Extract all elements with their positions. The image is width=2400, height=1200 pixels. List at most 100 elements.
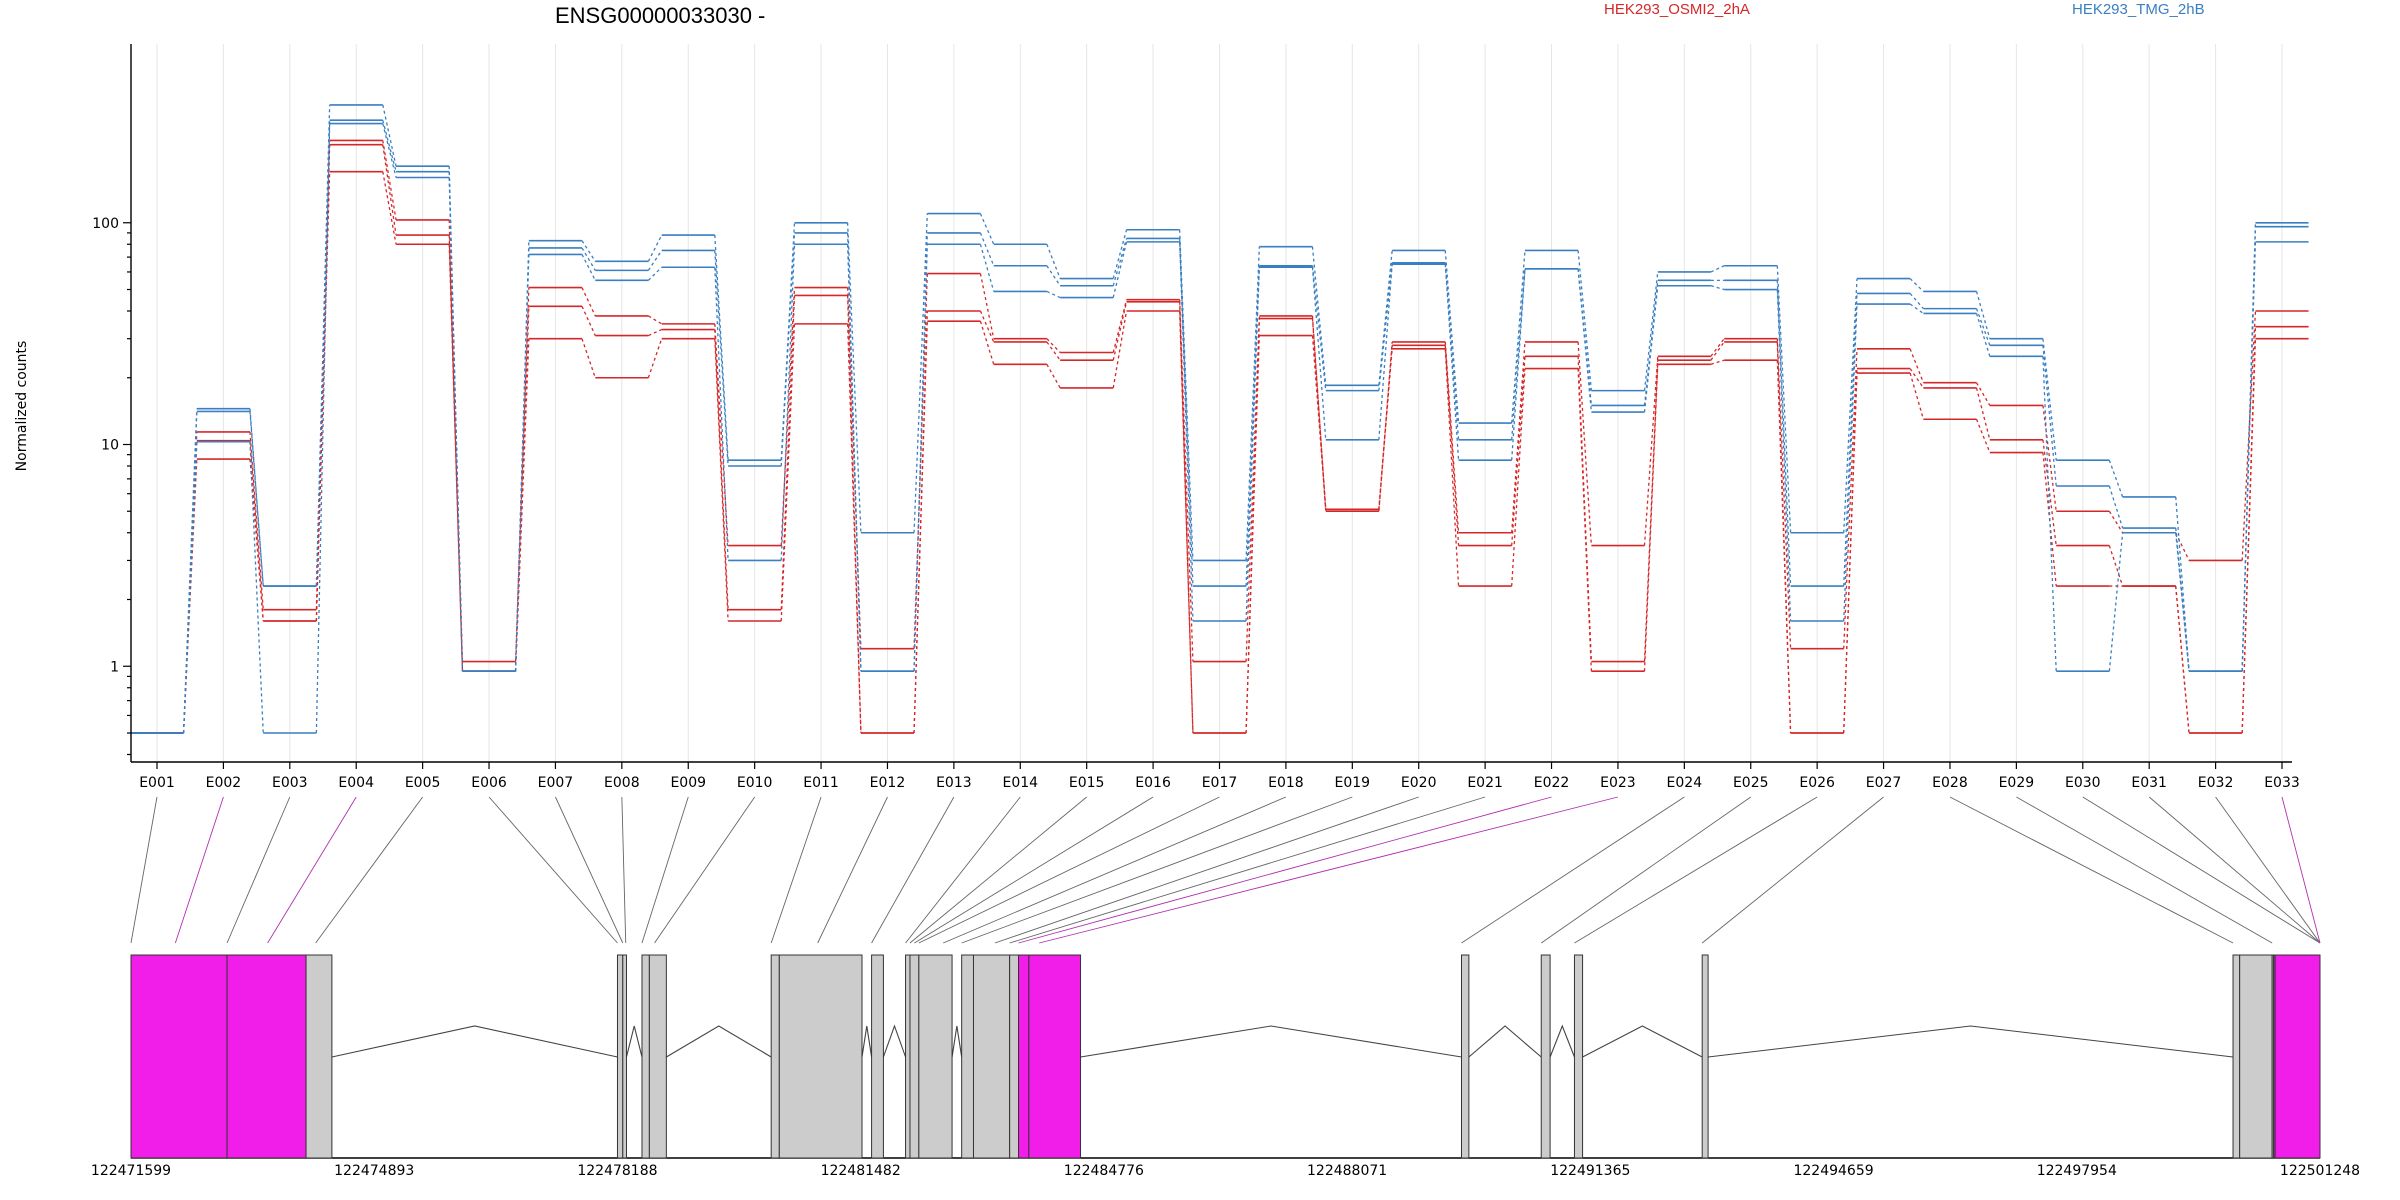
- x-tick-label: E002: [206, 775, 242, 791]
- exon-box: [641, 954, 650, 1159]
- series-transition: [714, 329, 729, 610]
- exon-connector-line: [621, 796, 627, 944]
- series-transition: [780, 287, 796, 546]
- x-tick-label: E016: [1135, 775, 1171, 791]
- series-transition: [581, 306, 596, 336]
- genome-coordinate-label: 122488071: [1307, 1163, 1387, 1179]
- series-transition: [2108, 545, 2124, 587]
- series-transition: [514, 287, 530, 662]
- series-transition: [1511, 268, 1526, 440]
- series-transition: [1511, 268, 1526, 461]
- exon-connector-line: [918, 796, 1220, 944]
- series-transition: [913, 244, 928, 672]
- y-tick-label: 1: [110, 659, 119, 675]
- series-transition: [581, 240, 596, 262]
- genome-coordinate-label: 122471599: [91, 1163, 171, 1179]
- series-transition: [1179, 238, 1194, 587]
- series-transition: [1511, 250, 1526, 424]
- series-transition: [1046, 290, 1061, 299]
- series-transition: [1179, 299, 1194, 662]
- x-tick-label: E027: [1866, 775, 1902, 791]
- exon-connector-line: [914, 796, 1154, 944]
- exon-box: [918, 954, 953, 1159]
- series-transition: [979, 273, 995, 339]
- series-transition: [714, 235, 729, 461]
- series-transition: [1843, 293, 1858, 587]
- series-transition: [714, 267, 729, 561]
- genome-coordinate-label: 122494659: [1793, 1163, 1873, 1179]
- series-transition: [647, 234, 663, 262]
- series-transition: [1643, 356, 1659, 546]
- exon-connector-line: [226, 796, 291, 944]
- exon-connector-line: [1540, 796, 1752, 944]
- series-transition: [1179, 241, 1194, 622]
- series-transition: [1643, 360, 1659, 662]
- series-transition: [1311, 246, 1327, 386]
- series-transition: [1909, 372, 1925, 420]
- series-transition: [1975, 419, 1991, 453]
- x-tick-label: E017: [1202, 775, 1238, 791]
- x-tick-label: E013: [936, 775, 972, 791]
- series-transition: [2175, 585, 2190, 734]
- series-transition: [1909, 278, 1924, 292]
- series-transition: [382, 104, 397, 167]
- series-transition: [1311, 265, 1327, 391]
- gene-model: 122471599 122474893 122478188 122481482 1224…: [91, 954, 2360, 1179]
- series-transition: [1975, 382, 1991, 406]
- legend-label-tmg: HEK293_TMG_2hB: [2072, 1, 2205, 18]
- exon-box: [226, 954, 307, 1159]
- series-transition: [249, 431, 264, 610]
- exon-box: [1540, 954, 1551, 1159]
- genome-coordinate-label: 122481482: [821, 1163, 901, 1179]
- series-transition: [2175, 532, 2190, 672]
- intron-line: [951, 1025, 963, 1058]
- series-transition: [2175, 532, 2190, 561]
- exon-connector-line: [2148, 796, 2321, 944]
- x-tick-label: E006: [471, 775, 507, 791]
- exon-box: [972, 954, 1011, 1159]
- x-tick-label: E010: [737, 775, 773, 791]
- series-transition: [780, 232, 796, 467]
- exon-box: [1018, 954, 1030, 1159]
- series-transition: [979, 320, 995, 365]
- series-transition: [1776, 280, 1792, 587]
- series-transition: [1843, 373, 1858, 734]
- series-transition: [979, 244, 995, 292]
- intron-line: [861, 1025, 873, 1058]
- series-transition: [581, 338, 596, 378]
- exon-connector-line: [943, 796, 1287, 944]
- series-transition: [1643, 280, 1659, 406]
- series-transition: [1311, 318, 1327, 510]
- series-transition: [1909, 368, 1924, 389]
- series-transition: [2042, 345, 2057, 487]
- series-transition: [1444, 250, 1460, 424]
- y-axis-label: Normalized counts: [14, 341, 30, 472]
- series-transition: [913, 321, 928, 734]
- series-transition: [1179, 229, 1194, 561]
- series-transition: [648, 328, 662, 337]
- genome-coordinate-label: 122497954: [2037, 1163, 2117, 1179]
- series-transition: [249, 441, 264, 734]
- series-transition: [2241, 241, 2257, 672]
- exon-connector-line: [1039, 796, 1619, 944]
- series-transition: [1444, 348, 1460, 587]
- exon-box: [1573, 954, 1584, 1159]
- series-transition: [1975, 313, 1991, 357]
- series-transition: [846, 244, 862, 672]
- series-transition: [1776, 360, 1792, 734]
- exon-box: [616, 954, 624, 1159]
- exon-connector-line: [961, 796, 1353, 944]
- series-transition: [315, 123, 331, 734]
- series-transition: [1577, 250, 1593, 391]
- exon-box: [2239, 954, 2273, 1159]
- x-tick-label: E012: [870, 775, 906, 791]
- x-tick-label: E011: [803, 775, 839, 791]
- series-transition: [382, 120, 397, 172]
- series-transition: [647, 250, 663, 271]
- series-transition: [1046, 363, 1061, 389]
- series-transition: [1112, 301, 1128, 361]
- x-tick-label: E007: [538, 775, 574, 791]
- exon-connector-line: [909, 796, 1087, 944]
- series-transition: [714, 338, 729, 622]
